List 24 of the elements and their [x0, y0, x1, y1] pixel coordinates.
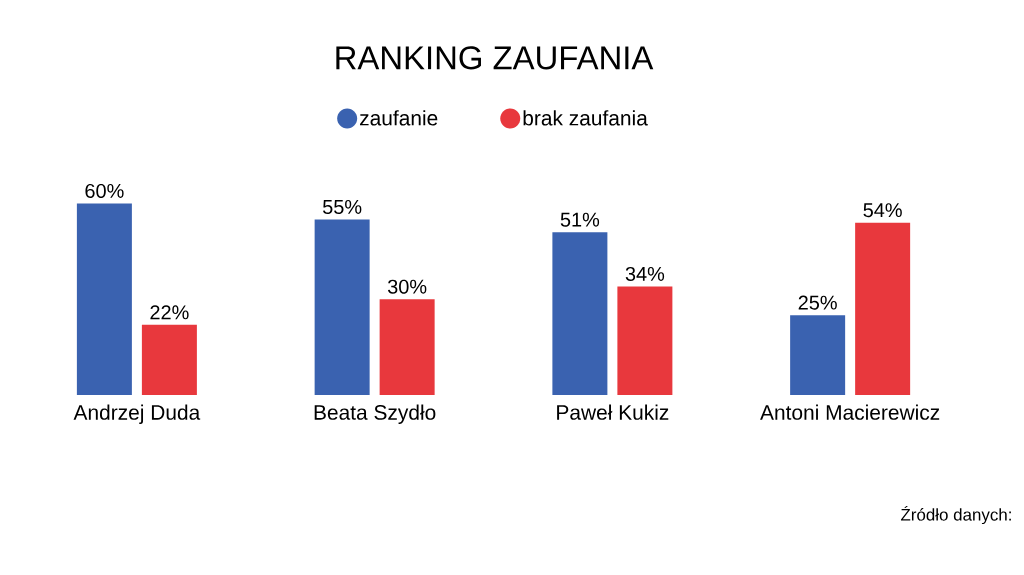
- legend-label: zaufanie: [360, 110, 438, 126]
- text: Źródło danych:: [900, 505, 1011, 525]
- legend-label: brak zaufania: [523, 110, 648, 126]
- data-label: 54%: [863, 203, 902, 218]
- data-label: 22%: [150, 305, 189, 320]
- data-label: 25%: [798, 295, 837, 310]
- x-tick-label: Andrzej Duda: [73, 404, 201, 425]
- x-tick-label: Paweł Kukiz: [557, 404, 669, 420]
- bar: [617, 286, 673, 395]
- data-label: 60%: [85, 183, 124, 199]
- bar: [76, 203, 132, 395]
- chart-title: RANKING ZAUFANIA: [336, 46, 654, 70]
- bar: [141, 324, 197, 395]
- bar: [790, 315, 846, 395]
- x-tick-label: Beata Szydło: [314, 404, 436, 425]
- bar: [855, 222, 911, 395]
- data-label: 55%: [322, 199, 362, 214]
- bar: [552, 232, 608, 395]
- bar: [314, 219, 370, 395]
- bar: [379, 299, 435, 395]
- data-label: 30%: [387, 279, 427, 294]
- x-tick-label: Antoni Macierewicz: [760, 404, 940, 420]
- data-label: 51%: [560, 212, 600, 227]
- data-label: 34%: [625, 266, 665, 281]
